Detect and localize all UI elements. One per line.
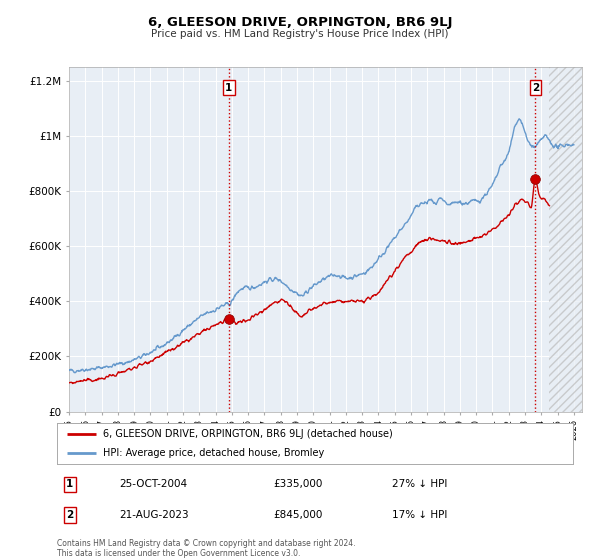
Text: 25-OCT-2004: 25-OCT-2004 — [119, 479, 187, 489]
Text: 2: 2 — [66, 510, 74, 520]
Text: 17% ↓ HPI: 17% ↓ HPI — [392, 510, 448, 520]
Text: This data is licensed under the Open Government Licence v3.0.: This data is licensed under the Open Gov… — [57, 549, 301, 558]
Text: 6, GLEESON DRIVE, ORPINGTON, BR6 9LJ (detached house): 6, GLEESON DRIVE, ORPINGTON, BR6 9LJ (de… — [103, 430, 393, 439]
Text: 2: 2 — [532, 83, 539, 93]
Text: £845,000: £845,000 — [274, 510, 323, 520]
Text: £335,000: £335,000 — [274, 479, 323, 489]
Text: Contains HM Land Registry data © Crown copyright and database right 2024.: Contains HM Land Registry data © Crown c… — [57, 539, 355, 548]
Text: 27% ↓ HPI: 27% ↓ HPI — [392, 479, 448, 489]
Text: Price paid vs. HM Land Registry's House Price Index (HPI): Price paid vs. HM Land Registry's House … — [151, 29, 449, 39]
Text: 1: 1 — [66, 479, 74, 489]
Text: HPI: Average price, detached house, Bromley: HPI: Average price, detached house, Brom… — [103, 448, 325, 458]
Text: 1: 1 — [226, 83, 233, 93]
Text: 21-AUG-2023: 21-AUG-2023 — [119, 510, 188, 520]
Bar — [550, 67, 582, 412]
Text: 6, GLEESON DRIVE, ORPINGTON, BR6 9LJ: 6, GLEESON DRIVE, ORPINGTON, BR6 9LJ — [148, 16, 452, 29]
